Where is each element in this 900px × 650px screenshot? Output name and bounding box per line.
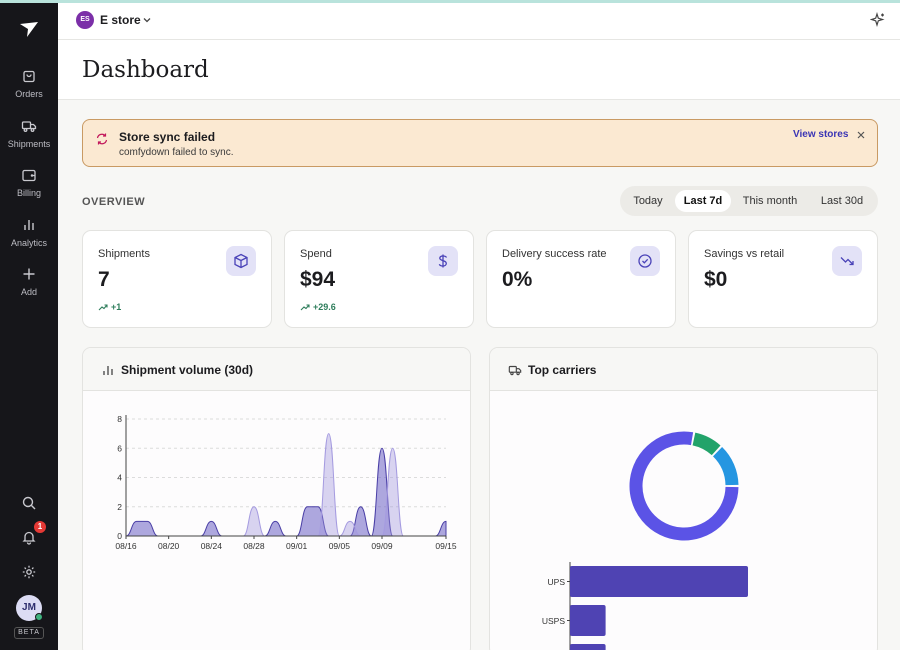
sync-error-icon [96,133,108,145]
x-tick-label: 09/05 [329,541,351,551]
notification-badge: 1 [34,521,46,533]
stat-value: $94 [300,268,336,291]
bar-chart-icon [103,366,113,375]
online-status-dot [35,613,43,621]
sidebar-item-analytics[interactable]: Analytics [0,217,58,248]
tab-last-30d[interactable]: Last 30d [820,195,864,207]
tab-today[interactable]: Today [633,195,663,207]
stat-value: 7 [98,268,110,291]
bar-chart-icon [24,220,34,230]
stat-label: Savings vs retail [704,248,785,260]
sidebar-item-label: Shipments [7,139,51,149]
close-icon[interactable] [855,129,867,141]
carrier-bar [570,605,606,636]
stat-card-spend: Spend $94 +29.6 [284,230,474,328]
x-tick-label: 08/24 [201,541,223,551]
sidebar-item-label: Add [20,287,37,297]
stat-card-shipments: Shipments 7 +1 [82,230,272,328]
stat-icon [428,246,458,276]
sidebar-item-shipments[interactable]: Shipments [0,118,58,149]
bell-icon[interactable] [21,529,37,545]
tab-this-month[interactable]: This month [742,195,798,207]
carrier-bar [570,644,606,650]
top-carriers-panel: Top carriers UPS USPS [489,347,878,650]
plus-icon [23,268,35,280]
top-carriers-chart: UPS USPS [542,431,748,650]
panel-title: Shipment volume (30d) [121,363,254,377]
y-tick-label: 8 [117,414,122,424]
date-range-tabs: Today Last 7d This month Last 30d [620,186,878,216]
stat-icon [832,246,862,276]
stat-label: Delivery success rate [502,248,607,260]
y-tick-label: 6 [117,443,122,453]
stat-card-savings: Savings vs retail $0 [688,230,878,328]
trend-up-icon [98,304,108,311]
sparkle-icon[interactable] [870,12,886,28]
y-tick-label: 0 [117,531,122,541]
stat-delta: +1 [98,302,121,312]
carrier-bar [570,566,748,597]
package-icon [234,253,248,269]
stat-label: Shipments [98,248,150,260]
stat-icon [630,246,660,276]
sidebar: Orders Shipments Billing Analytics Add 1… [0,0,58,650]
shopping-bag-icon [23,70,35,83]
x-tick-label: 08/20 [158,541,180,551]
x-tick-label: 09/01 [286,541,308,551]
check-circle-icon [638,254,652,268]
page-header: Dashboard [58,40,900,100]
x-tick-label: 09/09 [371,541,393,551]
sidebar-item-label: Orders [15,89,43,99]
panel-header: Shipment volume (30d) [83,348,470,391]
store-switcher[interactable]: E store [100,13,141,27]
donut-slice-1 [629,431,739,541]
sidebar-item-label: Billing [16,188,41,198]
stat-card-delivery-success: Delivery success rate 0% [486,230,676,328]
donut-slice-3 [712,447,739,486]
store-avatar[interactable]: ES [76,11,94,29]
shipment-volume-chart: 0 2 4 6 8 08/16 08/20 08/24 08/28 09/01 09/05 09/09… [115,414,457,551]
stat-label: Spend [300,248,332,260]
stat-value: 0% [502,268,533,291]
truck-icon [508,365,522,376]
trend-up-icon [300,304,310,311]
stat-icon [226,246,256,276]
x-tick-label: 09/15 [435,541,457,551]
donut-slice-2 [692,432,721,456]
sidebar-item-label: Analytics [10,238,47,248]
panel-header: Top carriers [490,348,877,391]
top-header: ES E store [58,3,900,40]
wallet-icon [22,169,36,182]
carrier-label: USPS [542,616,565,626]
beta-badge: BETA [14,627,44,639]
stat-value: $0 [704,268,728,291]
x-tick-label: 08/28 [243,541,265,551]
alert-title: Store sync failed [119,130,216,144]
logo-icon[interactable] [19,20,39,40]
stat-delta: +29.6 [300,302,336,312]
gear-icon[interactable] [21,564,37,580]
section-heading-overview: OVERVIEW [82,196,146,208]
search-icon[interactable] [21,495,37,511]
chevron-down-icon[interactable] [142,15,152,25]
view-stores-link[interactable]: View stores [793,129,849,140]
page-title: Dashboard [82,57,209,83]
dollar-icon [438,254,448,268]
panel-title: Top carriers [528,363,597,377]
y-tick-label: 4 [117,473,122,483]
alert-message: comfydown failed to sync. [119,147,234,158]
x-tick-label: 08/16 [115,541,137,551]
trend-down-icon [840,257,854,266]
y-tick-label: 2 [117,502,122,512]
sidebar-item-orders[interactable]: Orders [0,68,58,99]
carrier-label: UPS [548,577,566,587]
sidebar-item-billing[interactable]: Billing [0,167,58,198]
top-accent-line [0,0,900,3]
shipment-volume-panel: Shipment volume (30d) 0 2 4 6 8 08/16 08/20 08/… [82,347,471,650]
truck-icon [21,121,37,132]
sync-alert: Store sync failed comfydown failed to sy… [82,119,878,167]
tab-last-7d[interactable]: Last 7d [675,190,731,212]
sidebar-item-add[interactable]: Add [0,266,58,297]
area-series-2 [126,433,446,537]
